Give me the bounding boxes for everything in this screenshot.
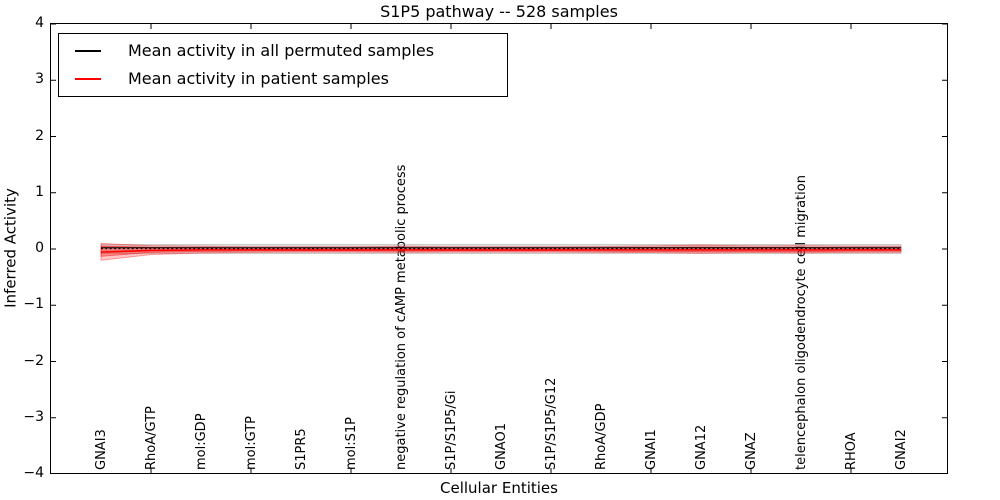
y-tick-label: 1 — [35, 183, 44, 200]
legend-label-permuted: Mean activity in all permuted samples — [128, 41, 435, 60]
y-tick-label: −1 — [23, 296, 44, 313]
y-tick-label: 0 — [35, 240, 44, 256]
y-tick-label: 2 — [35, 127, 44, 144]
plot-area: GNAI3 RhoA/GTP mol:GDP mol:GTP S1PR5 mol:S1P n… — [50, 23, 948, 474]
y-tick-label: −4 — [23, 465, 44, 481]
permuted-samples-spread-band — [100, 244, 902, 254]
chart-title: S1P5 pathway -- 528 samples — [380, 2, 618, 21]
y-tick-label: −2 — [23, 352, 44, 369]
legend-row-patient: Mean activity in patient samples — [59, 66, 507, 92]
legend-row-permuted: Mean activity in all permuted samples — [59, 38, 507, 64]
y-tick-label: 3 — [35, 71, 44, 88]
y-tick-label: 4 — [35, 15, 44, 31]
plot-canvas — [51, 24, 947, 473]
patient-mean-line — [100, 249, 901, 253]
legend: Mean activity in all permuted samples Me… — [58, 33, 508, 97]
legend-label-patient: Mean activity in patient samples — [128, 69, 389, 88]
legend-line-permuted-icon — [75, 50, 101, 52]
x-axis-label: Cellular Entities — [440, 479, 558, 497]
y-tick-label: −3 — [23, 408, 44, 425]
legend-line-patient-icon — [75, 78, 101, 80]
